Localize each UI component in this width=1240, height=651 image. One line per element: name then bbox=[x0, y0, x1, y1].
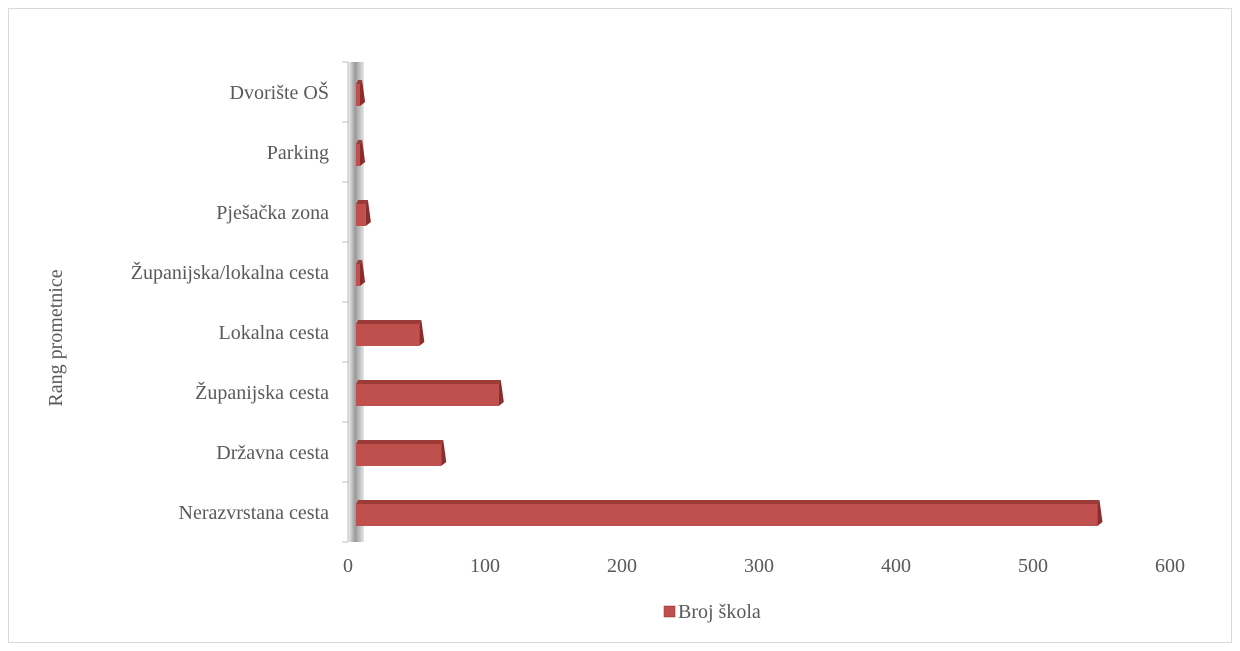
y-tick-label: Dvorište OŠ bbox=[230, 80, 329, 104]
bar-front-face bbox=[356, 204, 366, 226]
x-tick-label: 500 bbox=[1018, 555, 1048, 577]
x-tick-label: 400 bbox=[881, 555, 911, 577]
bar-side-face bbox=[419, 320, 425, 346]
bar-side-face bbox=[498, 380, 504, 406]
x-tick-label: 200 bbox=[607, 555, 637, 577]
bar bbox=[356, 80, 366, 106]
bar bbox=[356, 440, 447, 466]
y-tick-label: Lokalna cesta bbox=[219, 322, 330, 344]
bar-top-face bbox=[356, 80, 363, 84]
chart-frame bbox=[8, 8, 1232, 643]
bar bbox=[356, 140, 366, 166]
bar-front-face bbox=[356, 144, 360, 166]
bar-front-face bbox=[356, 264, 360, 286]
bar bbox=[356, 320, 425, 346]
y-tick-label: Županijska cesta bbox=[195, 381, 329, 404]
y-tick-label: Nerazvrstana cesta bbox=[179, 502, 330, 524]
x-tick-label: 0 bbox=[343, 555, 353, 577]
x-tick-label: 100 bbox=[470, 555, 500, 577]
y-tick-label: Pješačka zona bbox=[216, 202, 329, 224]
y-tick-label: Županijska/lokalna cesta bbox=[131, 261, 329, 284]
bar-side-face bbox=[365, 200, 371, 226]
legend: Broj škola bbox=[663, 601, 761, 623]
bar-top-face bbox=[356, 140, 363, 144]
bar-side-face bbox=[1097, 500, 1103, 526]
bar bbox=[356, 500, 1103, 526]
y-tick-label: Parking bbox=[267, 142, 329, 164]
bar-top-face bbox=[356, 260, 363, 264]
bar bbox=[356, 380, 504, 406]
axis-wall bbox=[348, 62, 364, 542]
bar-front-face bbox=[356, 84, 360, 106]
legend-label: Broj škola bbox=[678, 601, 761, 623]
y-tick-label: Državna cesta bbox=[216, 442, 329, 464]
bar-top-face bbox=[356, 320, 422, 324]
bar-side-face bbox=[360, 80, 366, 106]
bar-side-face bbox=[360, 260, 366, 286]
legend-swatch bbox=[663, 605, 676, 618]
bar-top-face bbox=[356, 200, 368, 204]
bar bbox=[356, 200, 371, 226]
bar-side-face bbox=[441, 440, 447, 466]
bar-front-face bbox=[356, 324, 420, 346]
x-tick-label: 300 bbox=[744, 555, 774, 577]
bar-side-face bbox=[360, 140, 366, 166]
bar-top-face bbox=[356, 440, 444, 444]
bar-front-face bbox=[356, 504, 1098, 526]
bar-top-face bbox=[356, 380, 501, 384]
bar-front-face bbox=[356, 444, 442, 466]
x-tick-label: 600 bbox=[1155, 555, 1185, 577]
y-axis-title: Rang prometnice bbox=[45, 269, 67, 406]
bar bbox=[356, 260, 366, 286]
bar-top-face bbox=[356, 500, 1100, 504]
bar-front-face bbox=[356, 384, 499, 406]
